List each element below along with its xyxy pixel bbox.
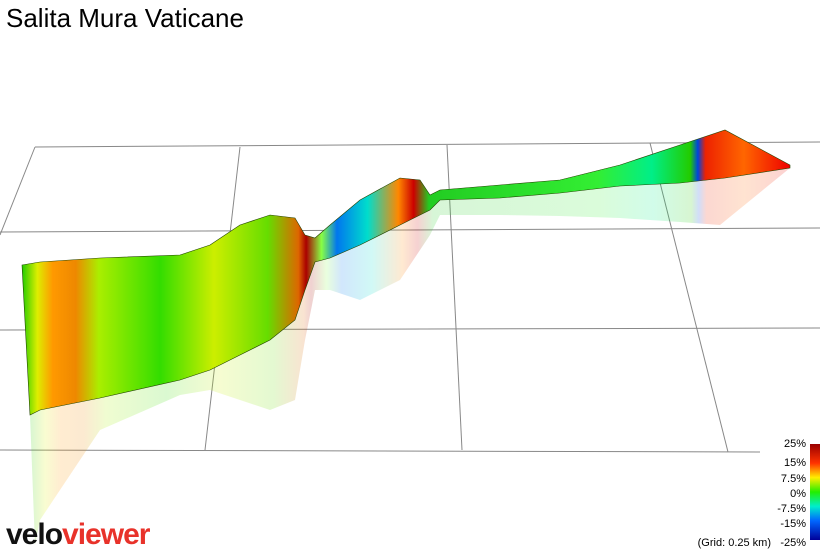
logo-first: velo <box>6 518 63 551</box>
logo: veloviewer <box>6 518 151 551</box>
grid-note: (Grid: 0.25 km) <box>698 537 771 549</box>
logo-second: viewer <box>62 518 151 551</box>
legend-label: -7.5% <box>777 503 806 515</box>
legend-bar <box>810 444 820 540</box>
legend-label: -15% <box>780 518 806 530</box>
title: Salita Mura Vaticane <box>6 3 244 33</box>
profile-reflection <box>30 168 790 545</box>
legend-label: -25% <box>780 537 806 549</box>
legend-label: 15% <box>784 457 806 469</box>
profile-ribbon <box>21 129 791 416</box>
legend-labels: 25% 15% 7.5% 0% -7.5% -15% -25% <box>777 438 806 549</box>
legend-label: 7.5% <box>781 473 806 485</box>
legend-label: 0% <box>790 488 806 500</box>
legend-label: 25% <box>784 438 806 450</box>
